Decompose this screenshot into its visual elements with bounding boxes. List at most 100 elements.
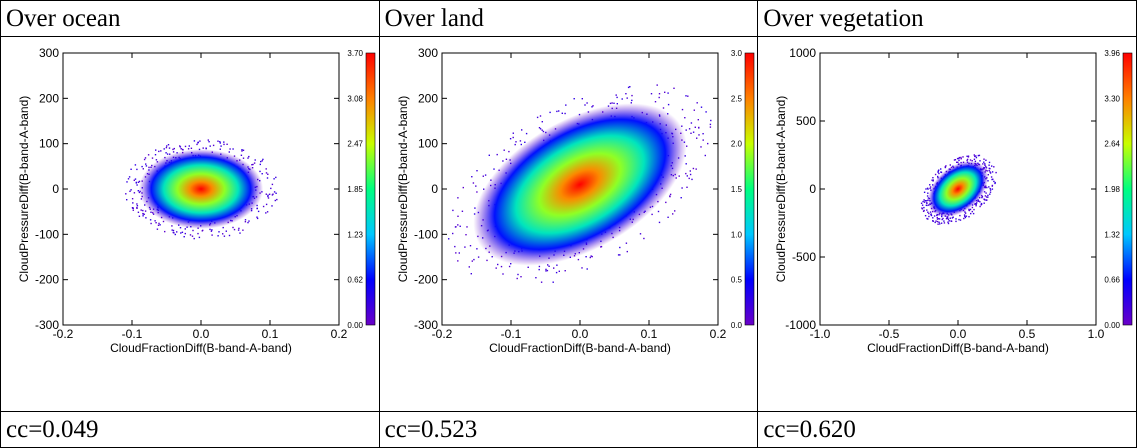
scatter-point	[179, 145, 181, 147]
scatter-point	[162, 220, 165, 223]
scatter-point	[938, 221, 941, 223]
scatter-point	[209, 145, 211, 147]
scatter-point	[222, 233, 224, 235]
scatter-point	[940, 171, 942, 173]
scatter-point	[609, 102, 611, 105]
scatter-point	[138, 215, 141, 217]
scatter-point	[262, 205, 265, 208]
scatter-point	[193, 237, 195, 240]
panel-title-vegetation: Over vegetation	[763, 5, 924, 32]
scatter-point	[664, 201, 667, 204]
scatter-point	[658, 96, 660, 99]
y-tick-label: -300	[35, 318, 59, 332]
scatter-point	[475, 248, 478, 250]
scatter-point	[136, 206, 138, 209]
scatter-point	[217, 235, 219, 237]
scatter-point	[978, 154, 980, 157]
scatter-point	[159, 224, 161, 226]
scatter-point	[981, 196, 983, 199]
scatter-point	[256, 217, 259, 220]
scatter-point	[470, 176, 473, 178]
scatter-point	[946, 218, 948, 220]
scatter-point	[458, 252, 460, 254]
scatter-point	[951, 220, 953, 222]
scatter-point	[534, 277, 537, 279]
scatter-point	[937, 171, 940, 173]
colorbar-tick-label: 3.30	[1105, 94, 1121, 103]
scatter-point	[992, 188, 994, 190]
scatter-point	[223, 141, 225, 143]
scatter-point	[154, 154, 157, 156]
scatter-point	[586, 102, 588, 104]
scatter-point	[544, 268, 547, 271]
scatter-point	[238, 227, 240, 230]
scatter-point	[696, 102, 698, 104]
scatter-point	[222, 226, 224, 229]
scatter-point	[244, 219, 247, 221]
scatter-point	[642, 237, 645, 240]
scatter-point	[165, 146, 168, 149]
scatter-point	[172, 229, 175, 232]
scatter-point	[193, 140, 196, 142]
scatter-point	[702, 133, 704, 135]
scatter-point	[492, 168, 495, 170]
scatter-point	[226, 143, 228, 145]
scatter-point	[955, 159, 957, 161]
scatter-point	[242, 229, 244, 231]
scatter-point	[987, 194, 989, 197]
scatter-point	[133, 192, 136, 194]
scatter-point	[936, 214, 938, 217]
scatter-point	[709, 126, 711, 128]
scatter-point	[516, 273, 519, 276]
scatter-point	[957, 157, 959, 160]
scatter-point	[501, 160, 504, 162]
colorbar-tick-label: 0.66	[1105, 276, 1121, 285]
colorbar-tick-label: 1.5	[731, 185, 743, 194]
scatter-point	[937, 175, 939, 178]
scatter-point	[987, 196, 989, 198]
scatter-point	[259, 163, 261, 166]
scatter-point	[577, 258, 579, 261]
scatter-point	[247, 157, 249, 159]
scatter-point	[985, 159, 987, 161]
scatter-point	[132, 202, 134, 204]
scatter-point	[167, 144, 170, 146]
scatter-point	[709, 123, 711, 126]
scatter-point	[171, 225, 173, 227]
scatter-point	[173, 147, 175, 150]
scatter-point	[624, 93, 627, 95]
scatter-point	[147, 154, 150, 156]
scatter-point	[949, 164, 952, 166]
scatter-point	[931, 214, 933, 217]
chart-vegetation: -1.0 -0.5 0.0 0.5 1.0 1000 500 0 -500 -1000 CloudF…	[774, 46, 1133, 355]
scatter-point	[692, 131, 694, 133]
scatter-point	[948, 222, 950, 225]
colorbar-tick-label: 0.00	[347, 321, 363, 330]
scatter-point	[992, 184, 994, 187]
scatter-point	[942, 217, 945, 220]
scatter-point	[988, 169, 991, 172]
scatter-point	[199, 140, 201, 142]
scatter-point	[599, 246, 602, 248]
scatter-point	[168, 147, 171, 149]
colorbar	[365, 52, 376, 326]
scatter-point	[927, 218, 929, 220]
scatter-point	[176, 231, 178, 233]
scatter-point	[924, 191, 926, 193]
scatter-point	[973, 212, 975, 215]
scatter-point	[447, 238, 450, 240]
colorbar-tick-label: 3.08	[347, 94, 363, 103]
scatter-point	[630, 99, 633, 102]
scatter-point	[225, 230, 227, 232]
scatter-point	[212, 144, 215, 147]
scatter-point	[266, 211, 269, 213]
scatter-point	[160, 150, 162, 152]
scatter-point	[275, 176, 277, 179]
scatter-point	[131, 198, 134, 200]
scatter-point	[967, 158, 969, 161]
scatter-point	[973, 208, 976, 211]
y-tick-label: -200	[414, 273, 438, 287]
scatter-point	[689, 132, 692, 134]
correlation-land: cc=0.523	[384, 416, 478, 443]
scatter-point	[267, 195, 269, 198]
